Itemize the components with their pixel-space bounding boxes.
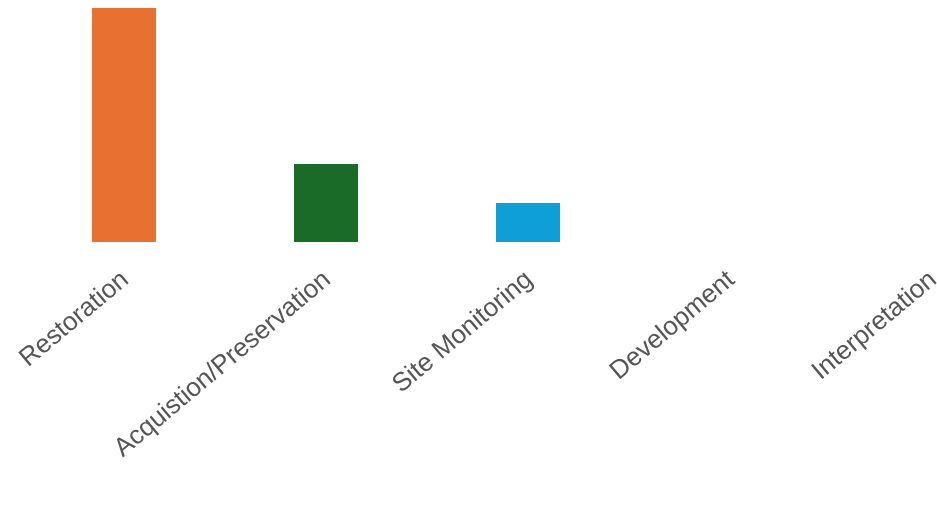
tick-label-interpretation: Interpretation <box>805 264 937 385</box>
tick-label-site-monitoring: Site Monitoring <box>386 264 538 398</box>
bars-group <box>92 8 560 242</box>
tick-label-restoration: Restoration <box>13 264 134 372</box>
bar-acquistion-preservation <box>294 164 358 242</box>
bar-site-monitoring <box>496 203 560 242</box>
tick-label-development: Development <box>603 263 740 385</box>
bar-restoration <box>92 8 156 242</box>
tick-label-acquistion-preservation: Acquistion/Preservation <box>107 264 336 463</box>
